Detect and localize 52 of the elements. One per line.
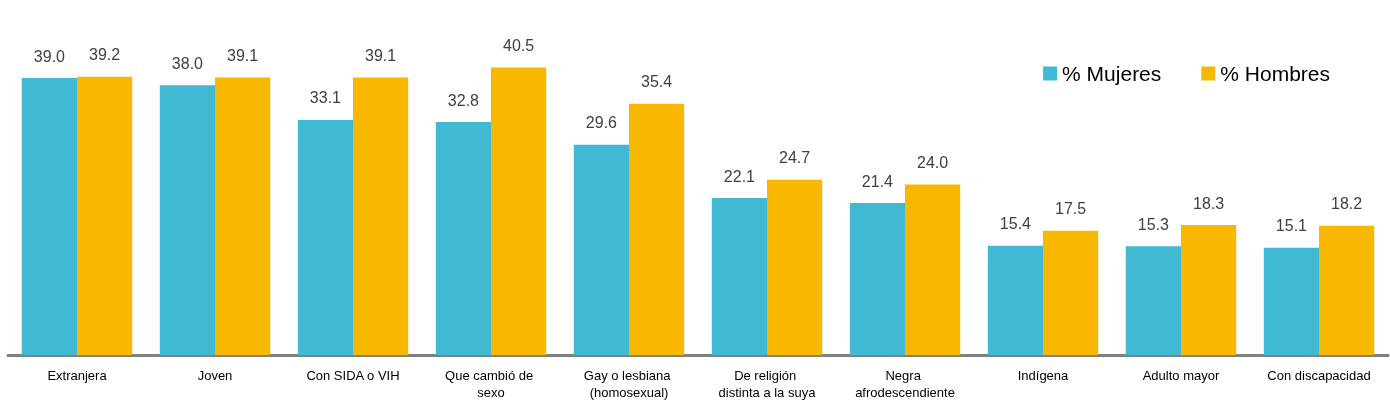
data-label: 40.5: [503, 36, 535, 54]
bar: [297, 119, 353, 355]
data-label: 35.4: [641, 73, 673, 91]
bar: [491, 67, 547, 355]
data-label: 38.0: [171, 54, 204, 72]
data-label: 18.2: [1331, 195, 1363, 213]
data-label: 39.1: [227, 46, 259, 64]
x-tick-label: De religión distinta a la suya: [718, 368, 817, 400]
bar: [1181, 225, 1237, 355]
legend-label: % Mujeres: [1062, 62, 1162, 85]
bar: [573, 144, 629, 355]
bar: [711, 198, 767, 355]
x-tick-label: Adulto mayor: [1142, 368, 1220, 383]
x-tick-label: Con SIDA o VIH: [306, 368, 400, 383]
bar: [767, 179, 823, 355]
bar: [21, 78, 77, 355]
bar: [159, 85, 215, 355]
bar: [849, 203, 905, 355]
x-tick-label: Indígena: [1017, 368, 1070, 383]
data-label: 24.0: [917, 154, 949, 172]
bar: [629, 103, 685, 355]
bar: [987, 245, 1043, 355]
bar: [435, 122, 491, 355]
data-label: 17.5: [1055, 200, 1087, 218]
bar: [1043, 230, 1099, 355]
data-label: 32.8: [447, 91, 480, 109]
bar: [353, 77, 409, 355]
data-label: 15.3: [1137, 215, 1170, 233]
x-tick-label: Joven: [197, 368, 233, 383]
data-label: 39.1: [365, 46, 397, 64]
data-label: 21.4: [861, 172, 894, 190]
bar: [1319, 225, 1375, 355]
bar: [1125, 246, 1181, 355]
data-label: 15.4: [999, 215, 1032, 233]
data-label: 22.1: [723, 167, 756, 185]
data-label: 24.7: [779, 149, 811, 167]
data-label: 39.2: [89, 46, 121, 64]
data-label: 39.0: [33, 47, 66, 65]
bar: [215, 77, 271, 355]
legend-label: % Hombres: [1220, 62, 1331, 85]
bar: [77, 76, 133, 355]
x-tick-label: Con discapacidad: [1267, 368, 1371, 383]
data-label: 29.6: [585, 114, 618, 132]
x-tick-label: Gay o lesbiana (homosexual): [583, 368, 675, 400]
data-label: 18.3: [1193, 194, 1225, 212]
data-label: 33.1: [309, 89, 342, 107]
bar: [905, 184, 961, 355]
x-tick-label: Negra afrodescendiente: [855, 368, 955, 400]
data-label: 15.1: [1275, 217, 1308, 235]
x-tick-label: Extranjera: [47, 368, 108, 383]
bar: [1263, 247, 1319, 355]
x-tick-label: Que cambió de sexo: [445, 368, 537, 400]
